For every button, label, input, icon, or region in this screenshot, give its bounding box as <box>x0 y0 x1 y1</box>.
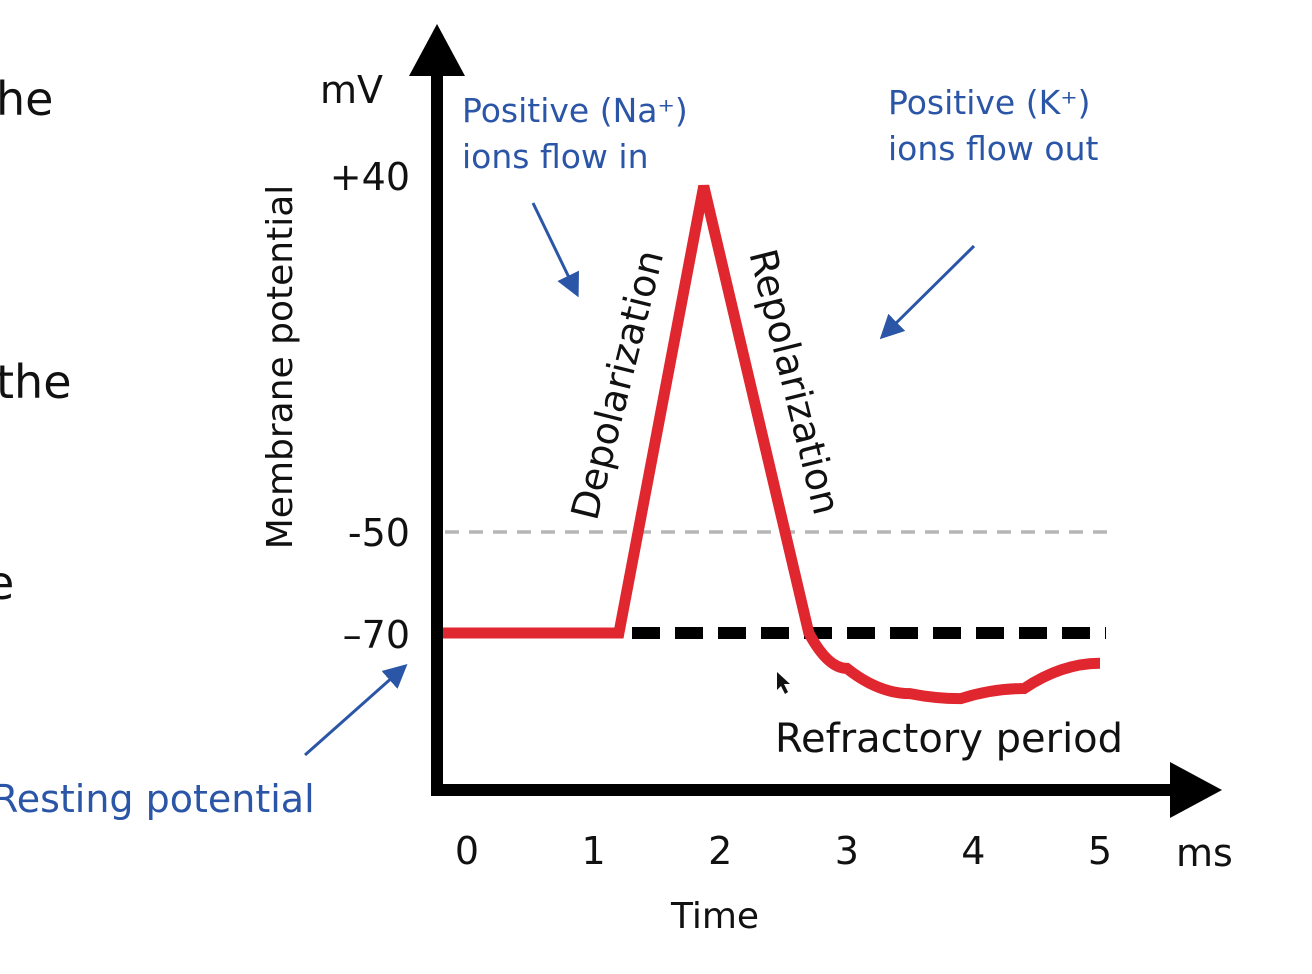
resting-potential-label: Resting potential <box>0 777 315 821</box>
text-fragment: e <box>0 556 15 610</box>
mouse-cursor-icon <box>777 672 790 694</box>
resting-arrow-icon <box>304 664 408 757</box>
text-fragment: the <box>0 355 72 409</box>
k-annotation-line2: ions flow out <box>888 129 1099 168</box>
depolarization-label: Depolarization <box>563 246 672 525</box>
x-tick-label: 1 <box>582 829 606 873</box>
x-axis-label: Time <box>670 896 759 937</box>
x-tick-label: 3 <box>835 829 859 873</box>
x-unit: ms <box>1176 831 1233 875</box>
k-annotation-line1: Positive (K⁺) <box>888 83 1091 122</box>
y-tick-label: –70 <box>343 613 410 657</box>
membrane-potential-line <box>441 184 1101 705</box>
y-tick-label: -50 <box>348 511 410 555</box>
x-tick-label: 0 <box>455 829 479 873</box>
x-axis-arrow-icon <box>1170 762 1222 818</box>
y-tick-label: +40 <box>330 155 410 199</box>
x-tick-label: 5 <box>1088 829 1112 873</box>
k-arrow-icon <box>879 244 976 340</box>
refractory-period-label: Refractory period <box>775 716 1123 762</box>
na-arrow-icon <box>531 202 579 298</box>
y-axis-arrow-icon <box>409 24 465 76</box>
y-axis-label: Membrane potential <box>260 185 301 550</box>
na-annotation-line1: Positive (Na⁺) <box>462 91 688 130</box>
repolarization-label: Repolarization <box>740 245 848 519</box>
na-annotation-line2: ions flow in <box>462 137 649 176</box>
y-unit: mV <box>320 68 383 112</box>
x-tick-label: 4 <box>961 829 985 873</box>
text-fragment: he <box>0 72 54 126</box>
x-tick-label: 2 <box>708 829 732 873</box>
